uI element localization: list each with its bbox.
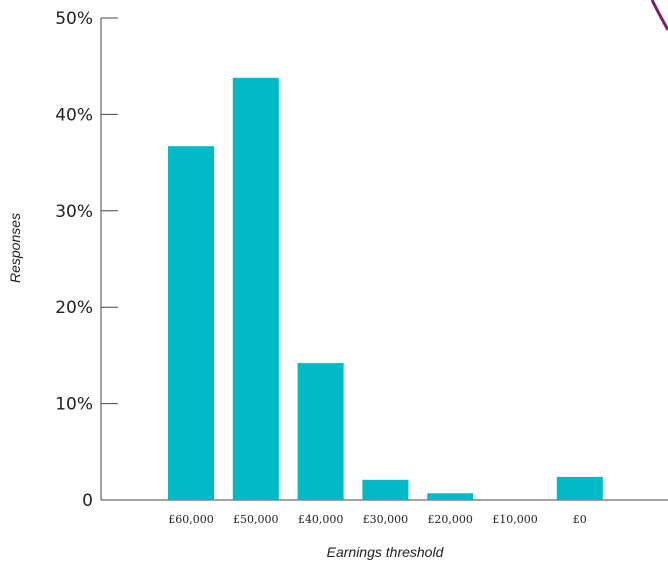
y-tick-label: 30% [55,202,93,222]
x-tick-label: £30,000 [363,513,409,526]
x-tick-label: £0 [573,513,587,526]
bar [556,476,603,500]
bar [297,363,344,500]
bars-group [168,77,603,501]
x-axis-title: Earnings threshold [327,544,445,560]
x-tick-label: £40,000 [298,513,344,526]
x-tick-label: £50,000 [233,513,279,526]
y-tick-label: 20% [55,298,93,318]
decorative-arc [650,0,668,31]
bar [427,493,474,500]
y-tick-label: 50% [55,9,93,29]
x-tick-label: £20,000 [427,513,473,526]
x-axis-tick-labels: £60,000 £50,000 £40,000 £30,000 £20,000 £10,0… [168,513,587,526]
y-tick-label: 0 [82,491,93,511]
y-axis-ticks: 0 10% 20% 30% 40% 50% [55,9,118,511]
x-tick-label: £10,000 [492,513,538,526]
bar [362,479,409,500]
bar [168,146,214,500]
y-tick-label: 10% [55,395,93,415]
x-tick-label: £60,000 [168,513,214,526]
y-axis-title: Responses [7,213,23,283]
bar [232,77,279,501]
y-tick-label: 40% [55,105,93,125]
